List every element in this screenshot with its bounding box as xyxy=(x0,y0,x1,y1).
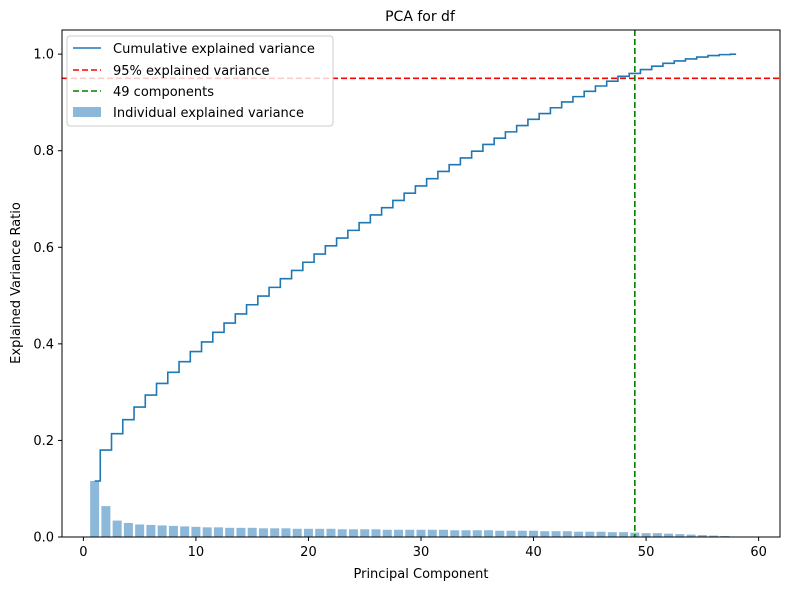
x-tick-label: 10 xyxy=(188,545,205,560)
bar-component-39 xyxy=(517,530,527,537)
bar-component-31 xyxy=(427,529,437,537)
y-tick-label: 0.4 xyxy=(33,337,54,352)
bar-component-9 xyxy=(180,526,190,537)
bar-component-11 xyxy=(202,527,212,537)
bar-component-4 xyxy=(123,522,133,537)
y-tick-label: 0.0 xyxy=(33,531,54,546)
legend-label-individual: Individual explained variance xyxy=(113,106,304,121)
cumulative-step-line xyxy=(94,53,737,482)
legend: Cumulative explained variance 95% explai… xyxy=(66,35,334,127)
bar-component-52 xyxy=(664,533,674,537)
bar-component-27 xyxy=(382,529,392,537)
bar-component-23 xyxy=(337,529,347,537)
bar-component-32 xyxy=(439,529,449,537)
bar-component-30 xyxy=(416,529,426,537)
legend-box xyxy=(66,35,334,127)
bar-component-2 xyxy=(101,506,111,537)
legend-label-cumulative: Cumulative explained variance xyxy=(113,42,315,57)
bar-component-40 xyxy=(529,530,539,537)
bar-component-45 xyxy=(585,531,595,537)
bar-component-24 xyxy=(348,529,358,537)
x-tick-label: 20 xyxy=(300,545,317,560)
x-tick-label: 30 xyxy=(413,545,430,560)
bar-component-47 xyxy=(607,532,617,537)
bar-component-14 xyxy=(236,527,246,537)
y-axis-label: Explained Variance Ratio xyxy=(9,202,24,364)
x-axis-ticks: 0 10 20 30 40 50 60 xyxy=(79,537,767,560)
bar-component-7 xyxy=(157,525,167,537)
bar-component-35 xyxy=(472,530,482,537)
legend-label-threshold: 95% explained variance xyxy=(113,64,270,79)
bar-component-50 xyxy=(641,533,651,537)
y-tick-label: 0.6 xyxy=(33,241,54,256)
bar-component-8 xyxy=(168,525,178,537)
bar-component-41 xyxy=(540,531,550,537)
bar-component-26 xyxy=(371,529,381,537)
bar-component-28 xyxy=(393,529,403,537)
bar-component-55 xyxy=(697,535,707,537)
bar-component-22 xyxy=(326,528,336,537)
y-tick-label: 0.8 xyxy=(33,144,54,159)
chart-title: PCA for df xyxy=(385,9,456,25)
bar-component-10 xyxy=(191,526,201,537)
bar-component-48 xyxy=(619,532,629,537)
y-tick-label: 1.0 xyxy=(33,48,54,63)
x-tick-label: 50 xyxy=(638,545,655,560)
bar-component-17 xyxy=(270,528,280,537)
bar-component-25 xyxy=(360,529,370,537)
bar-component-21 xyxy=(315,528,325,537)
legend-label-components: 49 components xyxy=(113,85,214,100)
bar-component-37 xyxy=(495,530,505,537)
bar-component-36 xyxy=(484,530,494,537)
bar-component-15 xyxy=(247,527,257,537)
y-axis-ticks: 0.0 0.2 0.4 0.6 0.8 1.0 xyxy=(33,48,62,546)
bar-component-43 xyxy=(562,531,572,537)
legend-swatch-individual xyxy=(73,107,101,117)
y-tick-label: 0.2 xyxy=(33,434,54,449)
bar-component-16 xyxy=(258,528,268,537)
x-tick-label: 40 xyxy=(525,545,542,560)
bar-component-6 xyxy=(146,524,156,537)
x-axis-label: Principal Component xyxy=(353,567,488,582)
bar-component-5 xyxy=(135,524,145,537)
bar-component-54 xyxy=(686,534,696,537)
bar-component-19 xyxy=(292,528,302,537)
bar-component-56 xyxy=(709,535,719,537)
x-tick-label: 60 xyxy=(750,545,767,560)
bar-component-33 xyxy=(450,530,460,537)
bar-component-46 xyxy=(596,531,606,537)
bar-component-18 xyxy=(281,528,291,537)
bar-component-29 xyxy=(405,529,415,537)
bar-component-34 xyxy=(461,530,471,537)
x-tick-label: 0 xyxy=(79,545,87,560)
cumulative-series xyxy=(94,53,737,482)
bar-component-53 xyxy=(675,534,685,537)
bar-component-1 xyxy=(90,480,100,537)
bar-component-51 xyxy=(652,533,662,537)
bar-component-12 xyxy=(213,527,223,537)
individual-variance-bars xyxy=(90,480,741,537)
bar-component-44 xyxy=(574,531,584,537)
bar-component-20 xyxy=(303,528,313,537)
bar-component-38 xyxy=(506,530,516,537)
bar-component-42 xyxy=(551,531,561,537)
bar-component-13 xyxy=(225,527,235,537)
bar-component-3 xyxy=(112,520,122,537)
